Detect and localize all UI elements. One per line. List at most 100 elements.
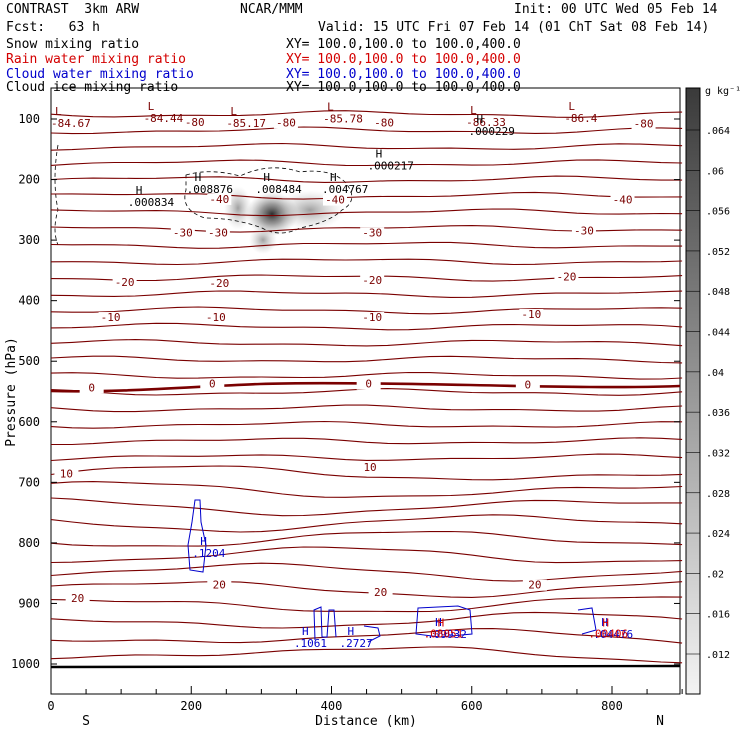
low-value: -85.78 [323,113,363,126]
isotherm [50,306,683,315]
high-marker: H [263,171,270,184]
cloud-water-contour [313,606,337,641]
high-marker: H [348,625,355,638]
cloud-water-contour [363,625,381,643]
cloud-water-contours [187,499,597,643]
contour-labels: -80 -80 -80 -80 -40 -40 -40 -30 -30 -30 -30 -20 -20 -… [51,100,656,650]
isotherm [50,126,683,135]
low-marker: L [327,101,334,114]
x-axis-title: Distance (km) [315,714,417,729]
isotherm-label-bg [368,586,393,598]
low-value: -84.67 [51,117,91,130]
isotherm-label: 10 [363,461,376,474]
low-value: -85.17 [226,117,266,130]
isotherm [50,208,683,217]
isotherm-label: -40 [613,194,633,207]
low-marker: L [55,105,62,118]
colorbar-tick-label: .012 [706,650,730,661]
isotherm-label: 20 [71,592,84,605]
isotherm-label: -40 [209,193,229,206]
colorbar-tick-label: .04 [706,368,724,379]
isotherm [50,371,683,380]
field-name-rain: Rain water mixing ratio [6,52,187,67]
isotherm-label-bg [54,468,79,480]
rain-high-value: .08051 [424,627,464,640]
cloud-water-contour [577,607,597,635]
isotherm-label-bg [571,225,596,237]
colorbar-tick-label: .044 [706,328,730,339]
endpoint-left: S [82,714,90,729]
low-marker: L [568,100,575,113]
high-value: .004767 [322,183,368,196]
high-value: .008876 [187,183,233,196]
colorbar-tick-label: .036 [706,408,730,419]
isotherm-label: 0 [88,381,95,394]
field-xy-snow: XY= 100.0,100.0 to 100.0,400.0 [286,37,521,52]
isotherm [50,404,683,413]
isotherm [50,142,683,151]
isotherm-label-bg [554,271,579,283]
isotherm [50,596,683,613]
isotherm-label-bg [610,194,635,206]
isotherm-label: -30 [362,226,382,239]
isotherm-label-bg [207,278,232,290]
y-tick-label: 400 [18,294,40,308]
colorbar-tick-label: .056 [706,207,730,218]
low-marker: L [230,105,237,118]
isotherm [50,175,683,183]
high-marker: H [302,625,309,638]
center-name: NCAR/MMM [240,2,303,17]
y-tick-label: 900 [18,596,40,610]
isotherm-label-bg [519,309,544,321]
high-marker: H [376,147,383,160]
low-value: -84.44 [144,112,184,125]
colorbar-tick-label: .06 [706,166,724,177]
x-tick-label: 600 [461,699,483,713]
y-tick-label: 200 [18,173,40,187]
y-tick-label: 600 [18,415,40,429]
colorbar-tick-label: .02 [706,569,724,580]
isotherm-label-bg [203,312,228,324]
isotherm [50,646,683,664]
isotherm-label-bg [360,275,385,287]
isotherm-label-bg [112,276,137,288]
isotherm [50,611,683,629]
colorbar-unit: g kg⁻¹ [705,86,740,97]
isotherm-label: -80 [634,117,654,130]
high-value: .2727 [340,637,373,650]
isotherm-label: -80 [374,117,394,130]
isotherm [50,514,683,533]
colorbar-tick-label: .032 [706,448,730,459]
x-tick-label: 400 [321,699,343,713]
isotherm-label: 20 [374,586,387,599]
isotherm-label-bg [170,227,195,239]
high-marker: H [136,184,143,197]
y-tick-label: 1000 [11,657,40,671]
y-tick-label: 100 [18,112,40,126]
forecast-hour: Fcst: 63 h [6,20,100,35]
isotherm [50,290,683,298]
isotherm [50,481,683,498]
isotherm-label-bg [79,382,104,394]
colorbar-tick-label: .016 [706,610,730,621]
isotherm-label: -10 [101,311,121,324]
isotherm-label: -20 [209,277,229,290]
high-value: .000834 [128,196,175,209]
isotherm-label: 20 [213,579,226,592]
isotherm-label: -10 [362,311,382,324]
isotherm-label: 0 [209,378,216,391]
high-value: .000229 [469,125,515,138]
low-value: -86.33 [466,116,506,129]
isotherm-label-bg [207,193,232,205]
isotherm-label: 10 [60,467,73,480]
colorbar-ramp [685,87,701,695]
low-marker: L [148,100,155,113]
isotherm [50,546,683,564]
model-title: CONTRAST 3km ARW [6,2,140,17]
colorbar-tick-label: .064 [706,126,730,137]
y-tick-label: 800 [18,536,40,550]
isotherm-label: -30 [173,226,193,239]
isotherm-label-bg [65,593,90,605]
isotherm-label: 20 [528,579,541,592]
